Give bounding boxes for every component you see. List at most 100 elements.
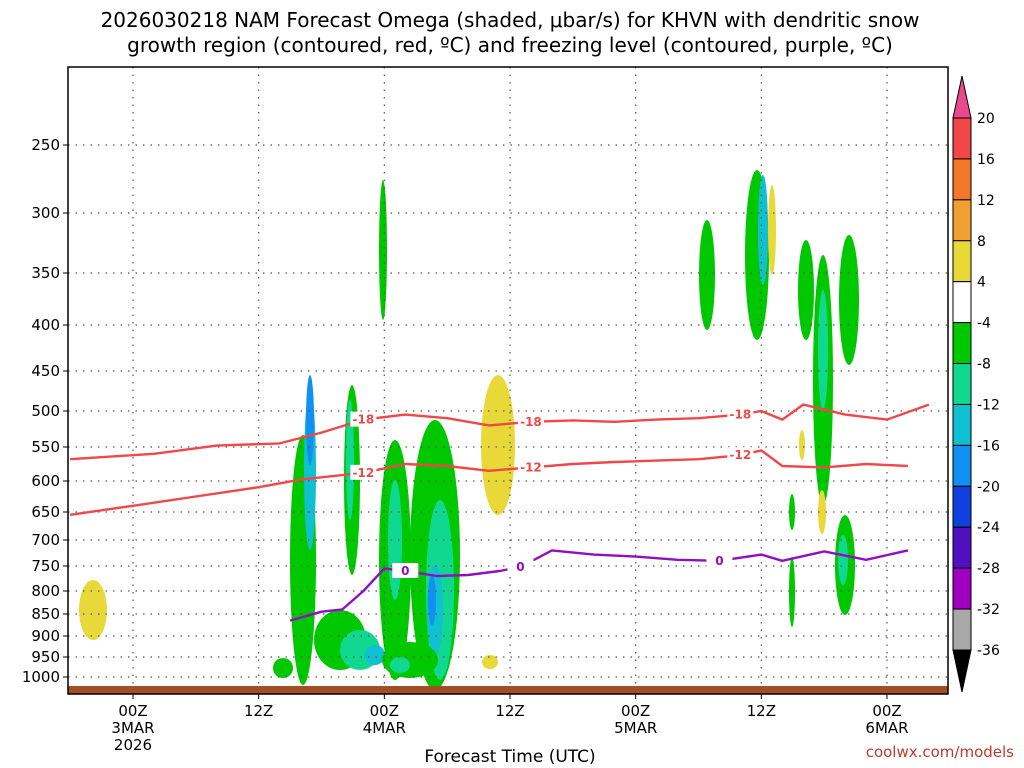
colorbar-swatch	[952, 526, 972, 569]
colorbar-label: -16	[977, 438, 1000, 454]
contour-label-bg	[350, 411, 377, 427]
contour-label-bg	[507, 559, 534, 574]
omega-shade-area	[382, 642, 438, 678]
pressure-tick-label: 250	[31, 136, 60, 154]
omega-shade-area	[838, 535, 848, 585]
colorbar-label: -4	[977, 316, 991, 332]
colorbar-label: -12	[977, 397, 1000, 413]
pressure-tick-label: 950	[31, 648, 60, 666]
pressure-tick-label: 1000	[22, 668, 60, 686]
time-tick-label: 12Z	[747, 702, 776, 720]
credit-text: coolwx.com/models	[866, 743, 1014, 761]
omega-shade-area	[79, 580, 107, 640]
omega-shade-area	[390, 657, 410, 673]
colorbar-swatch	[952, 322, 972, 365]
pressure-tick-label: 300	[31, 204, 60, 222]
colorbar-swatch	[952, 199, 972, 242]
contour-label: -18	[353, 413, 375, 427]
colorbar-top-arrow	[952, 75, 972, 119]
colorbar-label: 8	[977, 234, 986, 250]
colorbar-swatch	[952, 567, 972, 610]
plot-frame	[67, 66, 949, 695]
pressure-tick-label: 800	[31, 582, 60, 600]
contour-label: -12	[353, 466, 375, 480]
pressure-tick-label: 550	[31, 438, 60, 456]
pressure-tick-label: 600	[31, 472, 60, 490]
pressure-tick-label: 900	[31, 627, 60, 645]
contour-line--12	[70, 449, 908, 516]
colorbar-swatch	[952, 403, 972, 446]
omega-shade-area	[306, 375, 314, 465]
omega-shade-area	[758, 175, 768, 285]
omega-shade-area	[481, 375, 515, 515]
time-tick-label: 00Z	[872, 702, 901, 720]
omega-shade-area	[818, 490, 826, 534]
colorbar-swatch	[952, 608, 972, 651]
colorbar-label: -24	[977, 520, 1000, 536]
contour-label: 0	[715, 554, 723, 568]
contour-label: -12	[730, 448, 752, 462]
omega-shading	[79, 170, 859, 690]
colorbar-bottom-arrow	[952, 649, 972, 693]
colorbar-swatch	[952, 158, 972, 201]
time-tick-label: 00Z	[118, 702, 147, 720]
omega-shade-area	[428, 575, 436, 625]
pressure-tick-label: 750	[31, 557, 60, 575]
time-tick-label: 12Z	[495, 702, 524, 720]
colorbar-swatch	[952, 363, 972, 405]
omega-shade-area	[346, 400, 354, 520]
colorbar-label: -28	[977, 561, 1000, 577]
pressure-tick-label: 350	[31, 264, 60, 282]
omega-shade-area	[699, 220, 715, 330]
colorbar-swatch	[952, 485, 972, 528]
colorbar-label: -8	[977, 357, 991, 373]
contour-label-bg	[350, 464, 377, 480]
contour-label-bg	[517, 413, 544, 429]
omega-shade-area	[388, 480, 402, 600]
colorbar: 20 16 12 8 4 -4 -8 -12 -16 -20 -24 -28 -32 -36	[952, 75, 1000, 693]
pressure-tick-label: 450	[31, 362, 60, 380]
contour-label: -12	[520, 460, 542, 474]
chart-title-line2: growth region (contoured, red, ºC) and f…	[127, 33, 893, 57]
pressure-tick-label: 500	[31, 402, 60, 420]
time-tick-label: 00Z	[370, 702, 399, 720]
contour-label-bg	[392, 563, 419, 578]
colorbar-label: 4	[977, 275, 986, 291]
contour-label: 0	[401, 564, 409, 578]
omega-shade-area	[482, 655, 498, 669]
contour-label-bg	[727, 406, 754, 422]
contour-line--18	[70, 403, 930, 461]
pressure-tick-label: 700	[31, 531, 60, 549]
colorbar-label: 20	[977, 111, 995, 127]
omega-shade-area	[818, 290, 828, 410]
pressure-tick-label: 650	[31, 503, 60, 521]
time-tick-label: 12Z	[244, 702, 273, 720]
contour-label: -18	[520, 415, 542, 429]
colorbar-swatch	[952, 444, 972, 487]
colorbar-swatch	[952, 117, 972, 160]
time-tick-label: 4MAR	[363, 719, 406, 737]
colorbar-swatch	[952, 240, 972, 283]
chart-title-line1: 2026030218 NAM Forecast Omega (shaded, μ…	[101, 8, 920, 32]
contour-label: -18	[730, 408, 752, 422]
x-axis-label: Forecast Time (UTC)	[424, 747, 595, 767]
colorbar-label: -36	[977, 643, 1000, 659]
time-tick-label: 00Z	[621, 702, 650, 720]
time-tick-label: 5MAR	[614, 719, 657, 737]
pressure-tick-label: 850	[31, 605, 60, 623]
omega-shade-area	[365, 645, 385, 665]
contour-lines: -18 -18 -18 -12 -12 -12 0 0 0	[70, 403, 930, 622]
contour-label: 0	[516, 560, 524, 574]
pressure-tick-label: 400	[31, 316, 60, 334]
time-tick-label: 3MAR	[111, 719, 154, 737]
contour-label-bg	[727, 447, 754, 463]
time-tick-label: 6MAR	[865, 719, 908, 737]
omega-shade-area	[379, 180, 387, 320]
omega-shade-area	[273, 658, 293, 678]
pressure-axis: 250 300 350 400 450 500 550 600 650 700 750 800 850 9…	[22, 136, 68, 686]
contour-line-0	[289, 549, 909, 622]
omega-shade-area	[839, 235, 859, 365]
omega-shade-area	[768, 185, 776, 275]
